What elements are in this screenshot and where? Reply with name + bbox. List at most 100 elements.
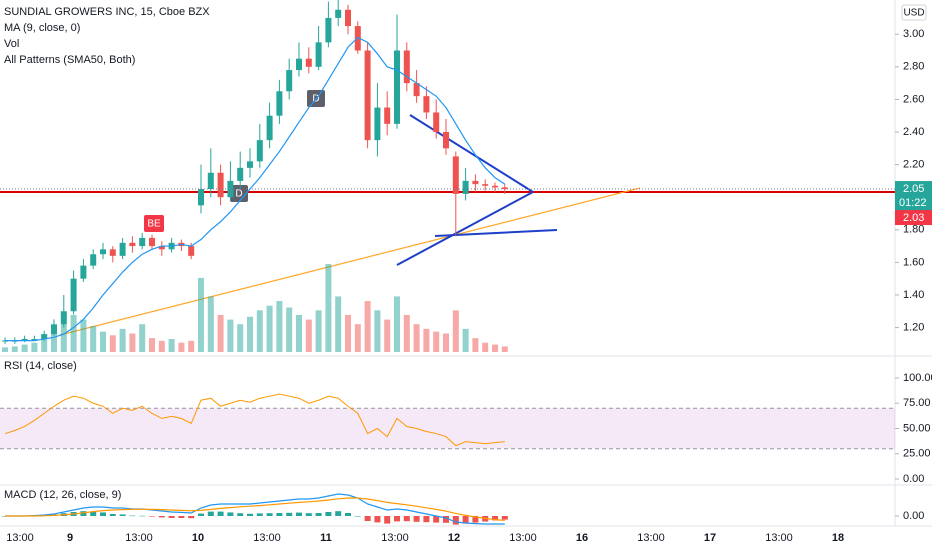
volume-bar	[472, 338, 479, 352]
currency-label[interactable]: USD	[903, 8, 924, 19]
volume-bar	[335, 296, 342, 352]
volume-bar	[109, 335, 116, 352]
volume-bar	[90, 326, 97, 352]
macd-histogram-bar	[296, 512, 302, 516]
macd-histogram-bar	[433, 516, 440, 523]
volume-bar	[492, 344, 498, 352]
candle-body	[472, 180, 479, 185]
volume-bar	[168, 339, 175, 352]
y-tick-label: 2.20	[903, 158, 924, 170]
y-tick-label: 1.80	[903, 224, 924, 236]
macd-histogram-bar	[315, 513, 322, 516]
macd-histogram-bar	[384, 516, 391, 524]
volume-bar	[354, 324, 361, 352]
y-tick-label: 2.60	[903, 93, 924, 105]
candle-body	[374, 107, 381, 141]
macd-histogram-bar	[139, 515, 146, 517]
macd-histogram-bar	[100, 512, 106, 516]
candle-body	[256, 140, 263, 162]
candle-body	[158, 246, 165, 250]
volume-bar	[364, 301, 371, 352]
volume-bar	[394, 296, 400, 352]
volume-bar	[21, 344, 28, 352]
volume-bar	[325, 264, 332, 352]
macd-histogram-bar	[256, 513, 263, 516]
candle-body	[217, 172, 224, 198]
candle-body	[364, 50, 371, 141]
candle-body	[433, 112, 440, 132]
currency-box[interactable]	[901, 4, 927, 21]
macd-histogram-bar	[129, 515, 136, 517]
macd-title: MACD (12, 26, close, 9)	[4, 489, 121, 501]
volume-bar	[345, 314, 351, 352]
volume-bar	[403, 314, 410, 352]
volume-bar	[296, 314, 302, 352]
time-label: 18	[832, 532, 844, 544]
time-label: 16	[576, 532, 588, 544]
volume-bar	[31, 342, 38, 352]
volume-bar	[11, 346, 18, 352]
macd-histogram-bar	[247, 513, 253, 516]
volume-bar	[217, 314, 224, 352]
candle-body	[70, 278, 77, 312]
y-tick-label: 1.40	[903, 289, 924, 301]
macd-histogram-bar	[354, 516, 361, 517]
candle-body	[384, 107, 391, 124]
rsi-band	[0, 408, 895, 449]
volume-bar	[443, 333, 449, 352]
time-label: 11	[320, 532, 332, 544]
volume-bar	[384, 319, 391, 352]
macd-histogram-bar	[403, 516, 410, 522]
candle-body	[207, 172, 214, 190]
time-label: 9	[67, 532, 73, 544]
bid-price-label: 2.03	[903, 212, 924, 224]
candle-body	[315, 42, 322, 67]
candle-body	[305, 58, 312, 67]
time-label: 13:00	[125, 532, 153, 544]
macd-histogram-bar	[80, 511, 87, 516]
y-tick-label: 2.80	[903, 61, 924, 73]
time-label: 13:00	[381, 532, 409, 544]
y-tick-label: 1.60	[903, 256, 924, 268]
candle-body	[247, 161, 253, 168]
volume-bar	[266, 305, 273, 352]
candle-body	[31, 338, 38, 340]
candle-body	[482, 184, 489, 186]
candle-body	[188, 246, 195, 256]
candle-body	[100, 249, 106, 255]
macd-histogram-bar	[266, 513, 273, 516]
time-label: 12	[448, 532, 460, 544]
y-tick-label: 0.00	[903, 473, 924, 485]
macd-histogram-bar	[198, 513, 204, 516]
countdown-label: 01:22	[899, 197, 927, 209]
y-tick-label: 75.00	[903, 397, 931, 409]
pattern-badge	[144, 215, 164, 232]
volume-bar	[188, 340, 195, 352]
symbol-title: SUNDIAL GROWERS INC, 15, Cboe BZX	[4, 6, 210, 18]
macd-histogram-bar	[178, 516, 185, 518]
candle-body	[443, 132, 449, 149]
macd-histogram-bar	[472, 516, 479, 523]
candle-body	[276, 91, 283, 116]
candle-body	[403, 50, 410, 84]
candle-body	[60, 311, 67, 325]
candle-body	[90, 254, 97, 266]
candle-body	[325, 17, 332, 43]
y-tick-label: 0.00	[903, 510, 924, 522]
macd-histogram-bar	[168, 516, 175, 518]
volume-bar	[482, 342, 489, 352]
macd-histogram-bar	[217, 511, 224, 516]
volume-bar	[70, 314, 77, 352]
candle-body	[227, 180, 234, 198]
volume-bar	[60, 324, 67, 352]
candle-body	[501, 187, 508, 190]
volume-bar	[256, 310, 263, 352]
macd-histogram-bar	[423, 516, 430, 523]
macd-histogram-bar	[325, 512, 332, 516]
volume-bar	[129, 333, 136, 352]
candle-body	[286, 70, 293, 92]
volume-bar	[374, 310, 381, 352]
macd-histogram-bar	[207, 511, 214, 516]
macd-histogram-bar	[90, 511, 97, 516]
